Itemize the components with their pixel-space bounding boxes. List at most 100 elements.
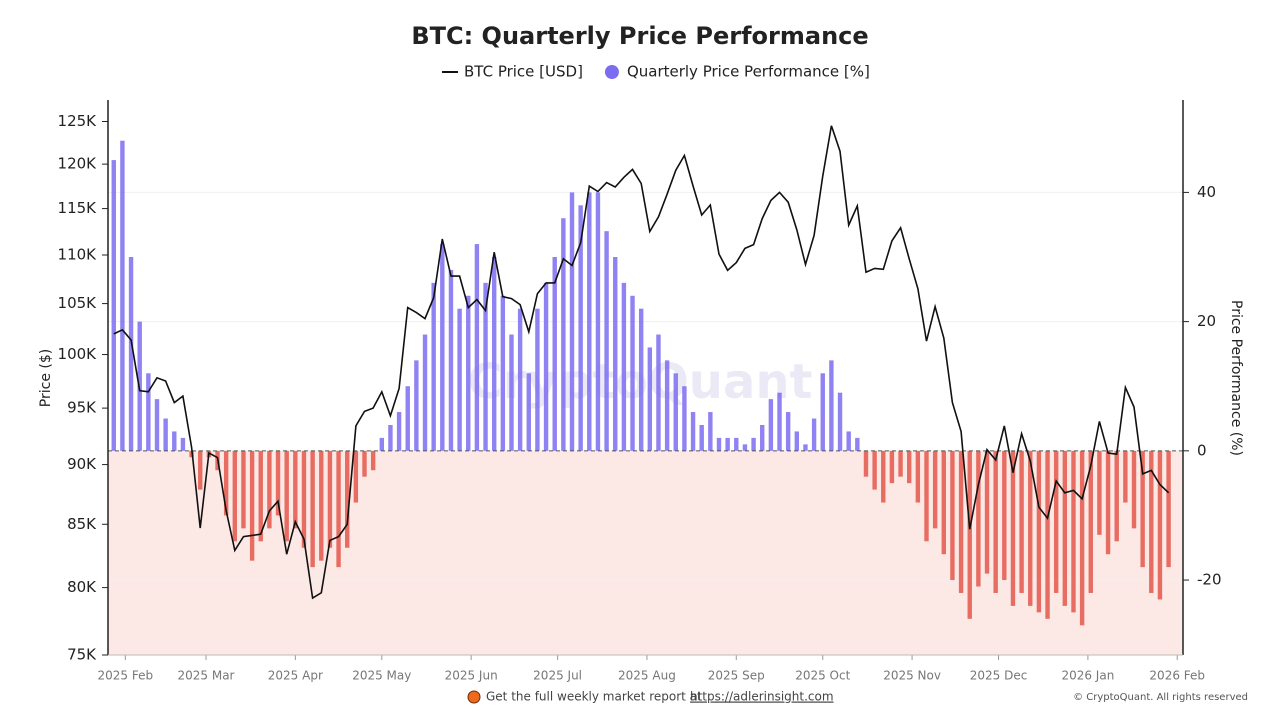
y2-tick-label: 40 <box>1197 183 1216 201</box>
y2-tick-label: -20 <box>1197 571 1222 589</box>
bar <box>716 437 722 451</box>
y2-axis-title: Price Performance (%) <box>1228 300 1244 456</box>
bar <box>249 450 255 561</box>
footer-link[interactable]: https://adlerinsight.com <box>690 690 834 704</box>
bar <box>587 192 592 451</box>
x-tick-label: 2025 Sep <box>708 669 765 683</box>
bar <box>336 450 341 568</box>
bar <box>993 450 998 593</box>
bar <box>647 347 653 451</box>
x-tick-label: 2026 Feb <box>1149 669 1205 683</box>
bar <box>561 218 566 451</box>
bar <box>941 450 946 555</box>
bar <box>803 444 808 451</box>
bar <box>1028 450 1033 606</box>
bar <box>198 450 203 490</box>
bar <box>898 450 903 477</box>
bar <box>241 450 246 529</box>
bar <box>543 282 549 451</box>
bar <box>1131 450 1137 529</box>
x-tick-label: 2025 Nov <box>883 669 941 683</box>
bar <box>768 399 774 451</box>
bar <box>950 450 955 581</box>
bar <box>552 257 557 451</box>
bar <box>500 295 506 451</box>
bar <box>1036 450 1042 613</box>
y-tick-label: 125K <box>58 112 98 130</box>
bar <box>172 431 177 451</box>
bar <box>1062 450 1068 606</box>
bar <box>751 437 756 451</box>
bar <box>638 308 644 451</box>
bar <box>785 412 791 451</box>
x-tick-label: 2025 Jun <box>445 669 498 683</box>
bar <box>664 360 670 451</box>
bar <box>535 308 540 451</box>
bar <box>621 282 627 451</box>
legend-label: BTC Price [USD] <box>464 63 583 81</box>
bar <box>734 437 739 451</box>
chart-title: BTC: Quarterly Price Performance <box>411 22 868 50</box>
bar <box>483 282 488 451</box>
y-tick-label: 90K <box>67 455 97 473</box>
bar <box>872 450 877 490</box>
y-axis-title: Price ($) <box>38 349 54 407</box>
bar <box>682 386 687 451</box>
x-tick-label: 2026 Jan <box>1061 669 1114 683</box>
y-tick-label: 110K <box>58 246 98 264</box>
bar <box>976 450 981 587</box>
y-tick-label: 75K <box>67 646 97 664</box>
bar <box>1045 450 1050 619</box>
bar <box>517 308 523 451</box>
bar <box>1105 450 1111 555</box>
bar <box>846 431 851 451</box>
bar <box>267 450 272 529</box>
y-tick-label: 105K <box>58 294 98 312</box>
bar <box>232 450 238 542</box>
bar <box>613 257 618 451</box>
bar <box>474 244 480 451</box>
bar <box>370 450 376 471</box>
bar <box>1019 450 1024 593</box>
bar <box>345 450 350 548</box>
bar <box>1088 450 1093 593</box>
bar <box>310 450 315 568</box>
x-tick-label: 2025 May <box>352 669 411 683</box>
y-tick-label: 85K <box>67 515 97 533</box>
bar <box>958 450 964 593</box>
bar <box>984 450 990 574</box>
legend-dot <box>604 65 619 79</box>
bar <box>967 450 972 619</box>
bar <box>829 360 834 451</box>
bar <box>396 412 402 451</box>
bar <box>1097 450 1102 535</box>
bar <box>578 205 583 451</box>
y-tick-label: 95K <box>67 399 97 417</box>
bar <box>163 418 168 451</box>
bar <box>1071 450 1076 613</box>
bar <box>1079 450 1085 626</box>
bar <box>414 360 419 451</box>
bar <box>466 295 471 451</box>
bar <box>760 424 765 451</box>
bar <box>604 231 609 451</box>
bar <box>1166 450 1171 568</box>
bar <box>440 244 445 451</box>
bar <box>889 450 895 484</box>
bar <box>699 424 704 451</box>
bar <box>855 437 860 451</box>
x-tick-label: 2025 Dec <box>970 669 1028 683</box>
bar <box>293 450 298 529</box>
bar <box>1149 450 1154 593</box>
bar <box>1002 450 1007 581</box>
bar <box>656 334 661 451</box>
bar <box>794 431 800 451</box>
bar <box>690 412 696 451</box>
bar <box>673 373 678 451</box>
bar <box>863 450 869 477</box>
y2-tick-label: 20 <box>1197 312 1216 330</box>
legend-label: Quarterly Price Performance [%] <box>627 63 870 81</box>
bar <box>811 418 817 451</box>
bar <box>526 373 531 451</box>
